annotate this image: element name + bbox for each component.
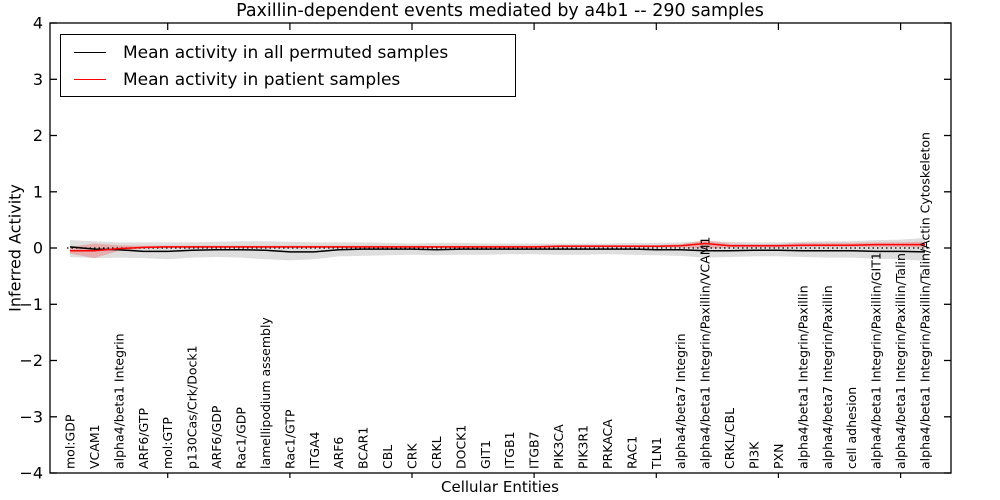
x-tick-label: alpha4/beta7 Integrin/Paxillin bbox=[820, 285, 835, 469]
x-tick-label: mol:GTP bbox=[160, 417, 175, 469]
legend-label-patient: Mean activity in patient samples bbox=[123, 69, 401, 90]
x-tick-label: ITGA4 bbox=[307, 431, 322, 469]
legend: Mean activity in all permuted samples Me… bbox=[60, 34, 516, 97]
x-axis-label: Cellular Entities bbox=[441, 478, 559, 496]
permuted-line-sample-icon bbox=[74, 52, 106, 53]
y-tick-label: −4 bbox=[19, 464, 43, 483]
series-line-patient bbox=[70, 242, 925, 252]
y-tick-label: −1 bbox=[19, 295, 43, 314]
x-tick-label: VCAM1 bbox=[87, 424, 102, 469]
x-tick-label: alpha4/beta7 Integrin bbox=[673, 333, 688, 469]
x-tick-label: PRKACA bbox=[600, 419, 615, 469]
x-tick-label: alpha4/beta1 Integrin/Paxillin/VCAM1 bbox=[698, 237, 713, 469]
chart-title: Paxillin-dependent events mediated by a4… bbox=[236, 1, 764, 21]
x-tick-label: DOCK1 bbox=[453, 425, 468, 469]
x-tick-label: cell adhesion bbox=[844, 387, 859, 469]
x-tick-label: ARF6 bbox=[331, 437, 346, 469]
legend-item-patient: Mean activity in patient samples bbox=[61, 66, 515, 93]
x-tick-label: ITGB7 bbox=[527, 431, 542, 469]
x-tick-label: GIT1 bbox=[478, 440, 493, 469]
x-tick-label: ITGB1 bbox=[502, 431, 517, 469]
x-tick-label: CBL bbox=[380, 445, 395, 469]
x-tick-label: mol:GDP bbox=[63, 414, 78, 469]
x-tick-label: alpha4/beta1 Integrin/Paxillin/Talin/Act… bbox=[918, 132, 933, 469]
x-tick-label: p130Cas/Crk/Dock1 bbox=[185, 345, 200, 469]
x-tick-label: Rac1/GDP bbox=[234, 407, 249, 469]
x-tick-label: alpha4/beta1 Integrin/Paxillin/GIT1 bbox=[869, 252, 884, 469]
x-tick-label: PIK3CA bbox=[551, 424, 566, 469]
x-tick-label: CRK bbox=[405, 443, 420, 469]
patient-line-sample-icon bbox=[74, 79, 106, 80]
x-tick-label: alpha4/beta1 Integrin/Paxillin bbox=[795, 285, 810, 469]
y-tick-label: −3 bbox=[19, 407, 43, 426]
y-tick-label: 0 bbox=[33, 239, 43, 258]
legend-item-permuted: Mean activity in all permuted samples bbox=[61, 39, 515, 66]
x-tick-label: ARF6/GDP bbox=[209, 405, 224, 469]
x-tick-label: CRKL bbox=[429, 436, 444, 469]
x-tick-label: alpha4/beta1 Integrin bbox=[111, 333, 126, 469]
y-tick-label: −2 bbox=[19, 351, 43, 370]
x-tick-label: lamellipodium assembly bbox=[258, 317, 273, 469]
x-tick-label: PXN bbox=[771, 444, 786, 469]
x-tick-label: PIK3R1 bbox=[576, 425, 591, 469]
y-tick-label: 2 bbox=[33, 126, 43, 145]
y-tick-label: 4 bbox=[33, 14, 43, 33]
x-tick-label: BCAR1 bbox=[356, 427, 371, 469]
x-tick-label: alpha4/beta1 Integrin/Paxillin/Talin bbox=[893, 253, 908, 469]
y-axis-label: Inferred Activity bbox=[5, 184, 25, 312]
x-tick-label: Rac1/GTP bbox=[282, 409, 297, 469]
x-tick-label: ARF6/GTP bbox=[136, 408, 151, 469]
x-tick-label: PI3K bbox=[747, 441, 762, 469]
y-tick-label: 3 bbox=[33, 70, 43, 89]
series-line-permuted bbox=[69, 246, 926, 253]
x-tick-label: RAC1 bbox=[624, 436, 639, 469]
x-tick-label: CRKL/CBL bbox=[722, 408, 737, 469]
legend-label-permuted: Mean activity in all permuted samples bbox=[123, 42, 449, 63]
y-tick-label: 1 bbox=[33, 182, 43, 201]
x-tick-label: TLN1 bbox=[649, 437, 664, 470]
